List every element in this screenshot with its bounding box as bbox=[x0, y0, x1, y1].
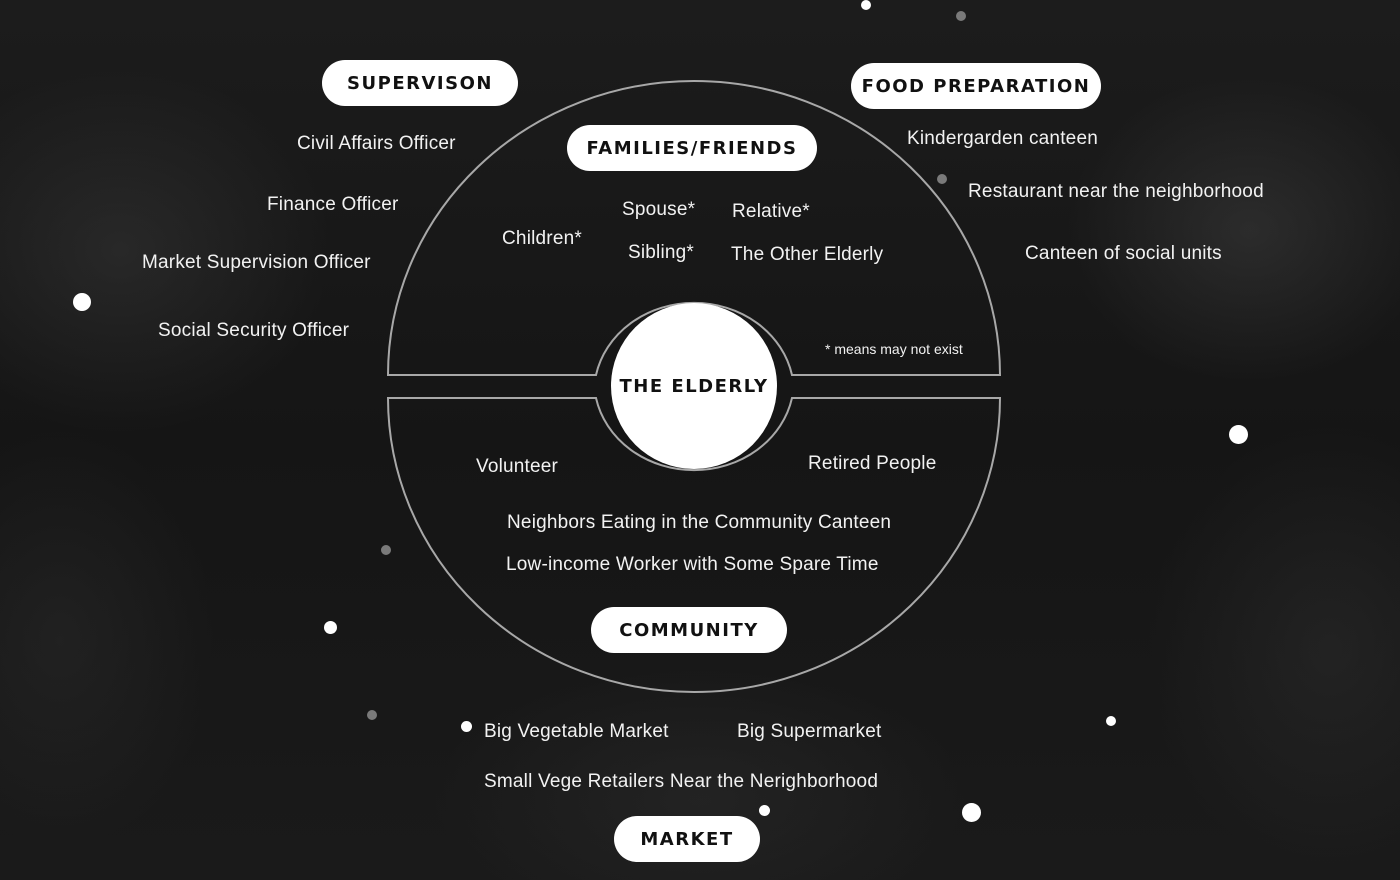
supervision-item: Finance Officer bbox=[267, 194, 399, 215]
decorative-dot bbox=[381, 545, 391, 555]
food-preparation-item: Kindergarden canteen bbox=[907, 128, 1098, 149]
market-item: Big Supermarket bbox=[737, 721, 882, 742]
decorative-dot bbox=[73, 293, 91, 311]
families-friends-item: Spouse* bbox=[622, 199, 696, 220]
center-label: THE ELDERLY bbox=[619, 375, 769, 397]
decorative-dot bbox=[1229, 425, 1248, 444]
community-item: Low-income Worker with Some Spare Time bbox=[506, 554, 879, 575]
decorative-dot bbox=[367, 710, 377, 720]
supervision-title: SUPERVISON bbox=[322, 60, 518, 106]
decorative-dot bbox=[1106, 716, 1116, 726]
market-item: Small Vege Retailers Near the Nerighborh… bbox=[484, 771, 879, 792]
food-preparation-item: Canteen of social units bbox=[1025, 243, 1222, 264]
decorative-dot bbox=[937, 174, 947, 184]
decorative-dot bbox=[759, 805, 770, 816]
supervision-item: Civil Affairs Officer bbox=[297, 133, 456, 154]
decorative-dot bbox=[324, 621, 337, 634]
supervision-item: Market Supervision Officer bbox=[142, 252, 371, 273]
decorative-dot bbox=[956, 11, 966, 21]
community-item: Neighbors Eating in the Community Cantee… bbox=[507, 512, 892, 533]
families-friends-title: FAMILIES/FRIENDS bbox=[567, 125, 817, 171]
decorative-dot bbox=[861, 0, 871, 10]
community-item: Volunteer bbox=[476, 456, 559, 477]
lower-half-outline bbox=[386, 397, 1002, 693]
families-friends-item: Children* bbox=[502, 228, 582, 249]
community-title: COMMUNITY bbox=[591, 607, 787, 653]
market-title: MARKET bbox=[614, 816, 760, 862]
families-friends-item: The Other Elderly bbox=[731, 244, 884, 265]
center-circle: THE ELDERLY bbox=[611, 303, 777, 469]
footnote: * means may not exist bbox=[825, 341, 963, 357]
decorative-dot bbox=[962, 803, 981, 822]
community-item: Retired People bbox=[808, 453, 937, 474]
families-friends-item: Relative* bbox=[732, 201, 810, 222]
market-item: Big Vegetable Market bbox=[484, 721, 669, 742]
families-friends-item: Sibling* bbox=[628, 242, 695, 263]
food-preparation-item: Restaurant near the neighborhood bbox=[968, 181, 1264, 202]
food-preparation-title: FOOD PREPARATION bbox=[851, 63, 1101, 109]
decorative-dot bbox=[461, 721, 472, 732]
supervision-item: Social Security Officer bbox=[158, 320, 350, 341]
